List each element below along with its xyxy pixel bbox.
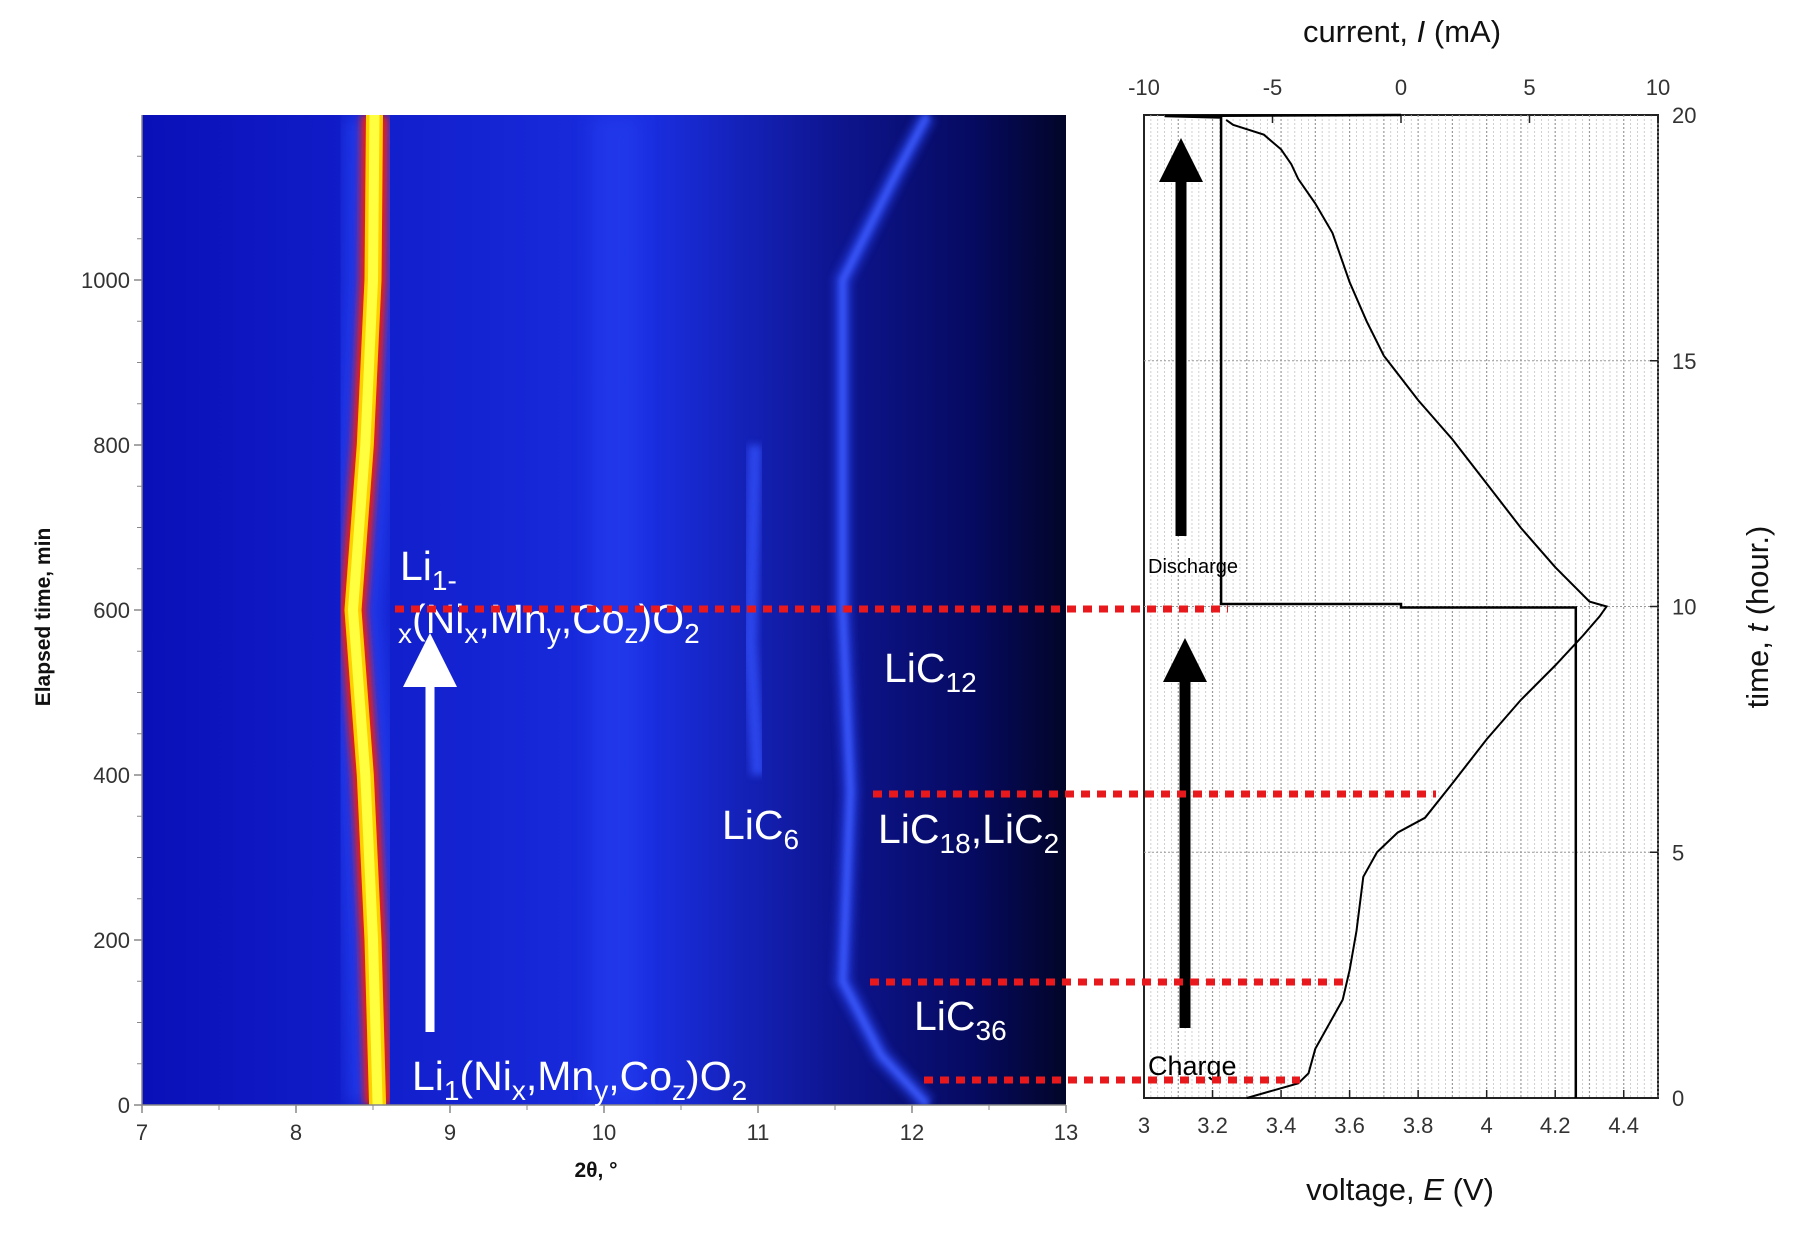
heatmap-x-tick-label: 9: [444, 1120, 456, 1145]
phase-connector-lines: [395, 605, 1436, 1084]
formula-z-2: z: [672, 1075, 686, 1106]
formula-z-1: z: [625, 618, 639, 649]
current-title-suffix: (mA): [1425, 14, 1501, 49]
charge-label: Charge: [1148, 1051, 1237, 1081]
time-tick-label: 0: [1672, 1086, 1684, 1111]
cathode-peak-core: [347, 115, 383, 1105]
heatmap-x-tick-label: 12: [900, 1120, 924, 1145]
voltage-tick-label: 3.8: [1403, 1113, 1434, 1138]
voltage-title-var: E: [1423, 1172, 1444, 1207]
time-title-suffix: (hour.): [1740, 526, 1775, 624]
electrochem-panel: 3 3.2 3.4 3.6 3.8 4 4.2 4.4 -10 -5 0 5 10 0 5 10 15 20: [1128, 75, 1696, 1138]
current-tick-label: -10: [1128, 75, 1160, 100]
label-lic18: LiC18,LiC2: [878, 806, 1059, 859]
voltage-title-prefix: voltage,: [1306, 1172, 1423, 1207]
heatmap-y-tick-label: 200: [93, 928, 130, 953]
formula-x-1: x: [464, 618, 478, 649]
heatmap-y-tick-label: 600: [93, 598, 130, 623]
formula-co-1: ,Co: [561, 596, 625, 642]
current-tick-label: 10: [1646, 75, 1670, 100]
formula-close-2: )O: [686, 1053, 732, 1099]
voltage-axis-title: voltage, E (V): [1306, 1172, 1494, 1207]
voltage-tick-label: 3.4: [1266, 1113, 1297, 1138]
time-axis-title: time, t (hour.): [1740, 526, 1775, 709]
voltage-tick-label: 4: [1481, 1113, 1493, 1138]
lic2-sub: 2: [1044, 828, 1060, 859]
heatmap-x-tick-label: 11: [747, 1120, 770, 1145]
heatmap-x-tick-label: 13: [1054, 1120, 1078, 1145]
heatmap-y-tick-label: 400: [93, 763, 130, 788]
heatmap-y-tick-label: 800: [93, 433, 130, 458]
time-tick-label: 10: [1672, 595, 1696, 620]
lic36-main: LiC: [914, 993, 976, 1039]
lic6-sub: 6: [784, 824, 800, 855]
time-title-var: t: [1740, 623, 1775, 633]
formula-co-2: ,Co: [608, 1053, 672, 1099]
formula-mn-2: ,Mn: [526, 1053, 594, 1099]
lic6-peak: [743, 444, 765, 776]
lic18-sub: 18: [940, 828, 971, 859]
delithiated-sub: 1-: [432, 565, 457, 596]
formula-mn-1: ,Mn: [478, 596, 546, 642]
formula-y-2: y: [594, 1075, 608, 1106]
delithiated-x: x: [398, 618, 412, 649]
label-lic36: LiC36: [914, 993, 1007, 1046]
discharge-label: Discharge: [1148, 556, 1238, 578]
voltage-tick-label: 3.6: [1334, 1113, 1365, 1138]
formula-open-2: (Ni: [460, 1053, 512, 1099]
lic12-main: LiC: [884, 645, 946, 691]
lic2-main: ,LiC: [971, 806, 1044, 852]
label-lic12: LiC12: [884, 645, 977, 698]
voltage-tick-label: 4.4: [1608, 1113, 1639, 1138]
voltage-curve: [1225, 119, 1609, 1099]
heatmap-y-axis-title: Elapsed time, min: [32, 528, 55, 707]
heatmap-x-tick-label: 10: [592, 1120, 616, 1145]
time-tick-label: 15: [1672, 349, 1696, 374]
formula-x-2: x: [512, 1075, 526, 1106]
current-tick-label: 0: [1395, 75, 1407, 100]
delithiated-li: Li: [400, 543, 432, 589]
formula-open-1: (Ni: [412, 596, 464, 642]
current-title-var: I: [1417, 14, 1426, 49]
label-delithiated-line1: Li1-: [400, 543, 457, 596]
current-title-prefix: current,: [1303, 14, 1417, 49]
formula-two-1: 2: [684, 618, 700, 649]
heatmap-diffuse-band: [590, 115, 640, 1105]
heatmap-y-tick-label: 0: [118, 1093, 130, 1118]
voltage-title-suffix: (V): [1444, 1172, 1494, 1207]
lic18-main: LiC: [878, 806, 940, 852]
formula-two-2: 2: [732, 1075, 748, 1106]
current-tick-label: 5: [1523, 75, 1535, 100]
heatmap-x-tick-label: 8: [290, 1120, 302, 1145]
current-axis-title: current, I (mA): [1303, 14, 1501, 49]
label-lic6: LiC6: [722, 802, 799, 855]
lic36-sub: 36: [976, 1015, 1007, 1046]
pristine-sub: 1: [444, 1075, 460, 1106]
heatmap-y-tick-label: 1000: [81, 268, 130, 293]
lic12-sub: 12: [946, 667, 977, 698]
formula-y-1: y: [547, 618, 561, 649]
formula-close-1: )O: [639, 596, 685, 642]
current-tick-label: -5: [1263, 75, 1283, 100]
voltage-tick-label: 4.2: [1540, 1113, 1571, 1138]
lic6-main: LiC: [722, 802, 784, 848]
voltage-tick-label: 3.2: [1197, 1113, 1228, 1138]
graphite-peak: [839, 115, 931, 1105]
current-curve: [1164, 113, 1578, 1098]
time-tick-label: 20: [1672, 103, 1696, 128]
time-tick-label: 5: [1672, 840, 1684, 865]
time-title-prefix: time,: [1740, 633, 1775, 709]
heatmap-x-axis-title: 2θ, °: [574, 1159, 617, 1182]
pristine-li: Li: [412, 1053, 444, 1099]
label-pristine: Li1(Nix,Mny,Coz)O2: [412, 1053, 747, 1106]
voltage-tick-label: 3: [1138, 1113, 1150, 1138]
heatmap-x-tick-label: 7: [136, 1120, 148, 1145]
